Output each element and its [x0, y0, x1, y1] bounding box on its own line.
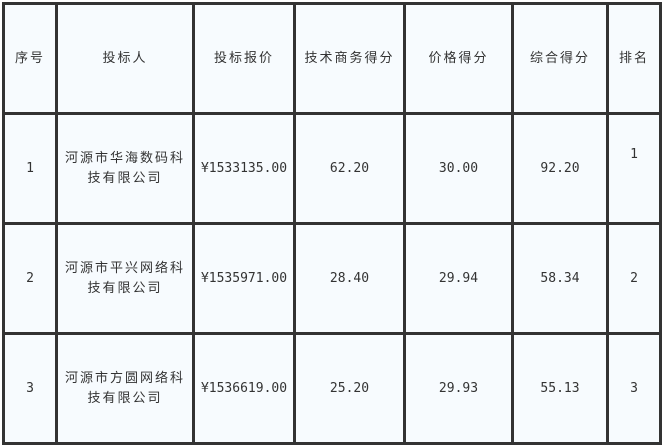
cell-total-score: 92.20 — [511, 112, 609, 225]
cell-rank: 2 — [606, 222, 662, 335]
header-total-score: 综合得分 — [511, 2, 609, 115]
cell-bidder: 河源市方圆网络科技有限公司 — [55, 332, 195, 445]
header-rank: 排名 — [606, 2, 662, 115]
cell-rank: 3 — [606, 332, 662, 445]
header-price-score: 价格得分 — [403, 2, 514, 115]
cell-price-score: 29.93 — [403, 332, 514, 445]
cell-total-score: 58.34 — [511, 222, 609, 335]
cell-price: ¥1533135.00 — [192, 112, 296, 225]
cell-bidder: 河源市平兴网络科技有限公司 — [55, 222, 195, 335]
cell-bidder: 河源市华海数码科技有限公司 — [55, 112, 195, 225]
cell-price: ¥1536619.00 — [192, 332, 296, 445]
table-row: 2 河源市平兴网络科技有限公司 ¥1535971.00 28.40 29.94 … — [2, 222, 662, 335]
cell-no: 1 — [2, 112, 58, 225]
cell-total-score: 55.13 — [511, 332, 609, 445]
header-price: 投标报价 — [192, 2, 296, 115]
cell-no: 2 — [2, 222, 58, 335]
cell-tech-score: 28.40 — [293, 222, 406, 335]
cell-price-score: 29.94 — [403, 222, 514, 335]
header-bidder: 投标人 — [55, 2, 195, 115]
header-tech-score: 技术商务得分 — [293, 2, 406, 115]
header-no: 序号 — [2, 2, 58, 115]
table-row: 1 河源市华海数码科技有限公司 ¥1533135.00 62.20 30.00 … — [2, 112, 662, 225]
cell-rank: 1 — [606, 112, 662, 225]
table-row: 3 河源市方圆网络科技有限公司 ¥1536619.00 25.20 29.93 … — [2, 332, 662, 445]
cell-price: ¥1535971.00 — [192, 222, 296, 335]
header-row: 序号 投标人 投标报价 技术商务得分 价格得分 综合得分 排名 — [2, 2, 662, 115]
cell-price-score: 30.00 — [403, 112, 514, 225]
cell-tech-score: 62.20 — [293, 112, 406, 225]
cell-tech-score: 25.20 — [293, 332, 406, 445]
cell-no: 3 — [2, 332, 58, 445]
